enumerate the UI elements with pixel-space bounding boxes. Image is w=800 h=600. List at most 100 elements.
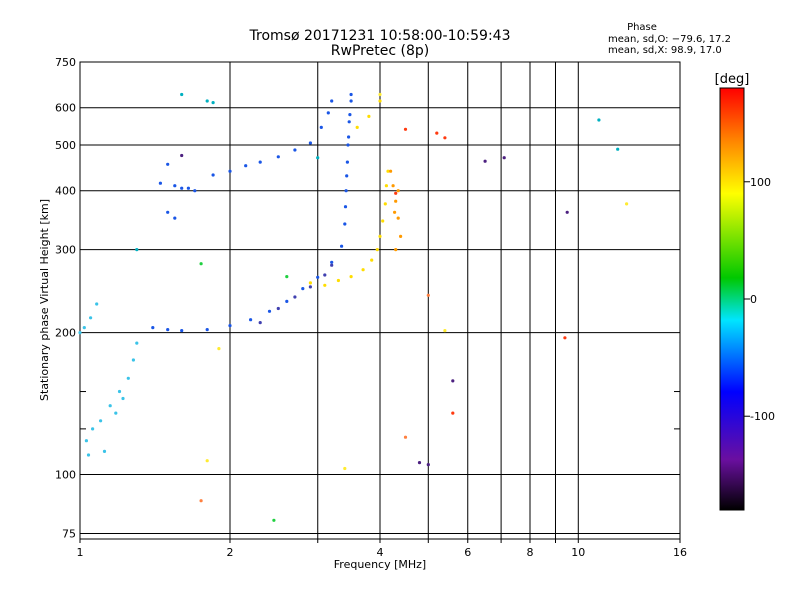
y-tick-label: 300 — [55, 244, 76, 257]
data-point — [199, 499, 203, 503]
data-point — [108, 404, 112, 408]
data-point — [186, 186, 190, 190]
data-point — [347, 120, 351, 124]
grid-lines — [80, 61, 680, 539]
data-point — [381, 219, 385, 223]
data-point — [158, 181, 162, 185]
data-point — [443, 136, 447, 140]
data-point — [394, 191, 398, 195]
y-axis-ticks: 75 100 200 300 400 500 600 750 — [55, 56, 680, 540]
data-point — [193, 189, 197, 193]
y-tick-label: 500 — [55, 139, 76, 152]
y-tick-label: 100 — [55, 469, 76, 482]
data-point — [563, 336, 567, 340]
data-point — [199, 262, 203, 266]
data-point — [180, 92, 184, 97]
data-point — [625, 202, 629, 206]
data-point — [78, 331, 82, 335]
data-point — [126, 376, 130, 380]
data-point — [426, 463, 430, 467]
data-point — [597, 118, 601, 122]
data-point — [316, 275, 320, 279]
data-point — [308, 141, 312, 145]
data-point — [616, 147, 620, 151]
data-point — [348, 113, 352, 117]
data-point — [386, 169, 390, 173]
data-point — [435, 131, 439, 135]
data-point — [336, 278, 340, 283]
data-point — [308, 281, 312, 285]
data-point — [151, 326, 155, 330]
data-point — [102, 449, 107, 453]
y-axis-label: Stationary phase Virtual Height [km] — [38, 199, 51, 401]
data-point — [267, 309, 272, 313]
data-point — [166, 162, 170, 166]
data-point — [205, 459, 209, 463]
data-point — [166, 210, 170, 214]
data-point — [345, 160, 349, 164]
y-tick-label: 75 — [62, 527, 76, 540]
x-axis-label: Frequency [MHz] — [334, 558, 426, 571]
data-point — [180, 186, 184, 190]
y-tick-label: 200 — [55, 327, 76, 340]
x-axis-ticks: 1 2 4 6 8 10 16 — [77, 539, 687, 559]
data-point — [244, 164, 248, 168]
data-point — [285, 275, 289, 279]
data-point — [258, 321, 262, 325]
data-point — [217, 347, 221, 351]
data-point — [417, 461, 422, 465]
chart-title: Tromsø 20171231 10:58:00-10:59:43 — [249, 28, 511, 44]
data-point — [323, 283, 327, 287]
data-point — [355, 125, 359, 129]
data-point — [308, 285, 312, 289]
y-tick-label: 400 — [55, 185, 76, 198]
data-point — [228, 169, 232, 173]
data-point — [330, 263, 334, 267]
data-point — [316, 156, 320, 160]
data-point — [378, 99, 382, 103]
data-point — [180, 153, 184, 158]
stats-heading: Phase — [627, 22, 657, 33]
data-point — [384, 184, 388, 188]
data-point — [344, 189, 348, 193]
stats-o-line: mean, sd,O: −79.6, 17.2 — [608, 34, 731, 45]
data-point — [173, 184, 177, 188]
data-point — [323, 273, 327, 277]
data-point — [483, 159, 487, 163]
data-point — [276, 155, 280, 159]
data-point — [367, 114, 371, 118]
x-tick-label: 4 — [377, 546, 384, 559]
data-point — [272, 518, 276, 522]
data-point — [211, 173, 215, 177]
data-point — [343, 222, 347, 226]
data-point — [249, 318, 253, 322]
data-point — [394, 199, 398, 203]
data-point — [131, 358, 135, 362]
data-point — [121, 396, 125, 401]
data-point — [91, 427, 95, 431]
data-point — [228, 324, 232, 328]
data-point — [82, 326, 86, 330]
data-point — [258, 160, 262, 164]
data-point — [346, 143, 350, 147]
data-point — [95, 302, 99, 306]
data-point — [565, 210, 569, 214]
data-point — [370, 258, 374, 262]
data-point — [378, 92, 382, 97]
data-points — [78, 92, 629, 522]
data-point — [375, 248, 379, 252]
data-point — [383, 202, 387, 206]
data-point — [330, 260, 334, 264]
stats-x-line: mean, sd,X: 98.9, 17.0 — [608, 45, 722, 56]
data-point — [391, 184, 395, 188]
data-point — [399, 234, 403, 238]
data-point — [205, 328, 209, 332]
data-point — [393, 210, 397, 214]
data-point — [426, 293, 430, 297]
data-point — [349, 92, 353, 97]
x-tick-label: 2 — [227, 546, 234, 559]
data-point — [89, 316, 93, 320]
data-point — [403, 127, 408, 131]
data-point — [347, 135, 351, 139]
